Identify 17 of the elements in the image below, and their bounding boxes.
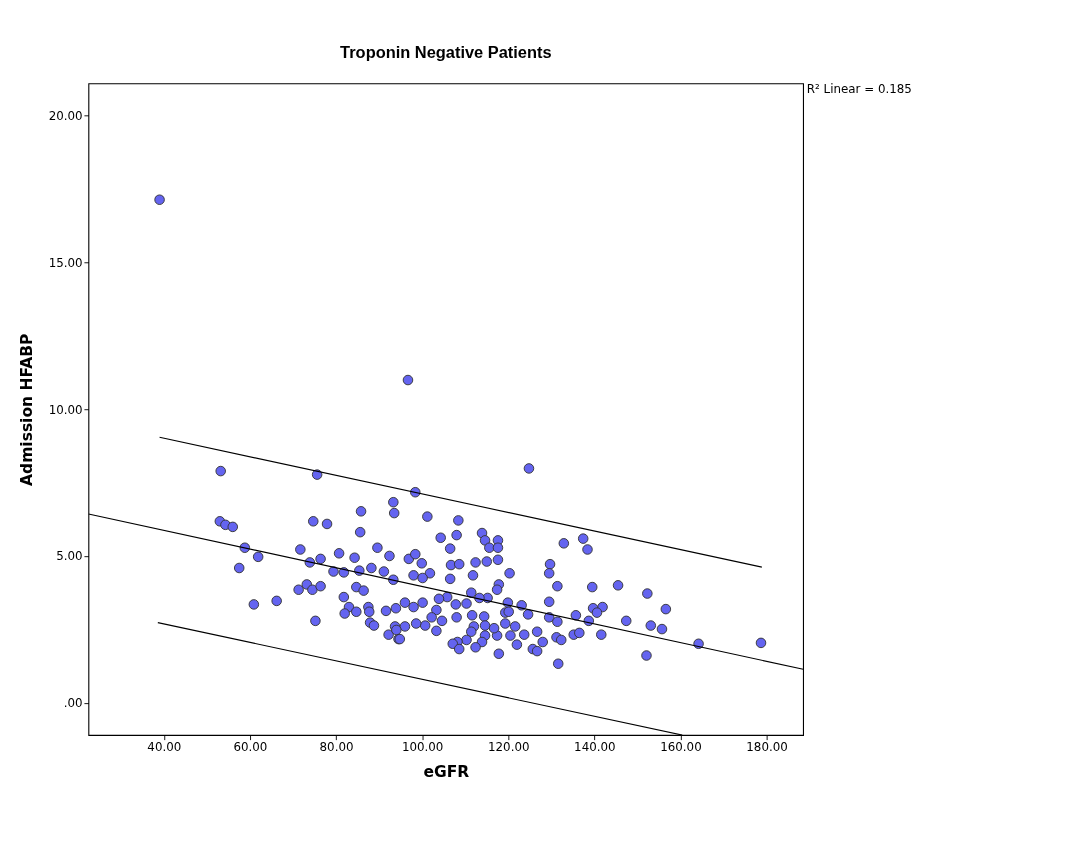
x-tick-label: 40.00 bbox=[147, 740, 182, 755]
y-tick-label: 5.00 bbox=[56, 549, 83, 564]
y-tick-label: 20.00 bbox=[48, 108, 83, 123]
x-tick-label: 60.00 bbox=[233, 740, 268, 755]
y-tick-label: 10.00 bbox=[48, 402, 83, 417]
y-axis-title: Admission HFABP bbox=[18, 333, 37, 486]
x-tick-label: 120.00 bbox=[487, 740, 530, 755]
chart-title: Troponin Negative Patients bbox=[340, 42, 552, 61]
x-tick-label: 80.00 bbox=[319, 740, 354, 755]
x-tick-label: 160.00 bbox=[660, 740, 702, 755]
y-tick-label: .00 bbox=[63, 696, 83, 711]
x-tick-label: 100.00 bbox=[401, 740, 444, 755]
text: R² Linear = 0.185 bbox=[806, 81, 912, 96]
x-tick-label: 180.00 bbox=[746, 740, 788, 755]
y-tick-label: 15.00 bbox=[48, 255, 83, 270]
x-axis-title: eGFR bbox=[423, 762, 470, 781]
x-tick-label: 140.00 bbox=[574, 740, 616, 755]
